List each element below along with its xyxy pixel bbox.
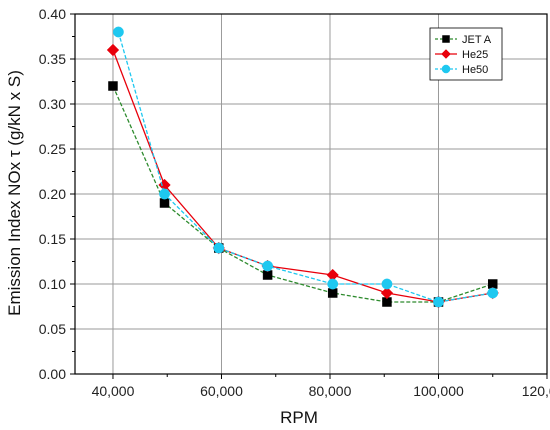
x-tick-label: 60,000 [200, 383, 243, 399]
data-point-jet-a [108, 81, 118, 91]
y-tick-label: 0.35 [39, 51, 66, 67]
legend-marker-he25 [441, 49, 451, 59]
data-point-he50 [112, 26, 124, 38]
series-line-jet-a [112, 85, 493, 303]
data-point-jet-a [327, 288, 338, 298]
data-point-he50 [433, 296, 444, 308]
y-tick-label: 0.05 [39, 321, 66, 337]
data-point-jet-a [159, 198, 170, 208]
x-axis-title: RPM [280, 408, 318, 427]
data-point-he50 [262, 260, 274, 272]
series-line-he25 [112, 49, 493, 303]
x-tick-label: 80,000 [309, 383, 352, 399]
legend-label-jet-a: JET A [462, 34, 492, 46]
legend-label-he50: He50 [462, 64, 488, 76]
data-point-he25 [380, 286, 394, 300]
data-point-he50 [487, 287, 499, 299]
legend-marker-he50 [441, 64, 451, 74]
y-axis-title: Emission Index NOx τ (g/kN x S) [5, 70, 24, 316]
series-line-he50 [117, 31, 493, 303]
data-point-he50 [159, 188, 170, 200]
y-tick-label: 0.25 [39, 141, 66, 157]
legend-label-he25: He25 [462, 49, 488, 61]
legend-marker-jet-a [442, 35, 450, 43]
y-tick-label: 0.15 [39, 231, 66, 247]
y-tick-label: 0.00 [39, 366, 66, 382]
legend: JET A He25 He50 [429, 27, 503, 81]
x-tick-label: 100,000 [413, 383, 464, 399]
data-point-he50 [327, 278, 339, 290]
y-tick-label: 0.30 [39, 96, 66, 112]
y-tick-label: 0.10 [39, 276, 66, 292]
data-point-he50 [381, 278, 393, 290]
y-tick-label: 0.20 [39, 186, 66, 202]
y-tick-label: 0.40 [39, 6, 66, 22]
x-tick-label: 120,000 [522, 383, 550, 399]
data-point-he25 [106, 43, 120, 57]
data-point-he50 [213, 242, 225, 254]
x-tick-label: 40,000 [92, 383, 135, 399]
